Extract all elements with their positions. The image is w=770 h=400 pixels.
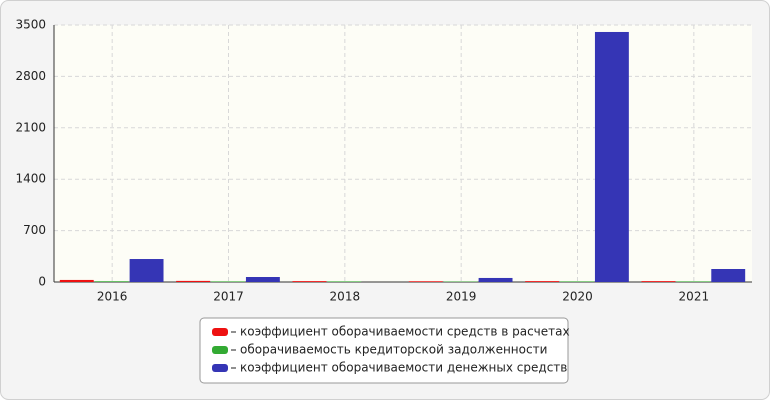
bar <box>676 281 711 282</box>
bar <box>327 281 362 282</box>
legend-label: коэффициент оборачиваемости денежных сре… <box>240 361 567 375</box>
bar <box>641 281 676 282</box>
bar <box>211 281 245 282</box>
bar <box>711 269 746 282</box>
bar <box>59 279 94 282</box>
y-tick-label: 700 <box>23 223 46 237</box>
bar <box>478 277 513 282</box>
legend-label: коэффициент оборачиваемости средств в ра… <box>240 325 570 339</box>
legend-swatch <box>212 364 228 372</box>
x-tick-label: 2016 <box>97 290 128 304</box>
plot-area <box>54 25 752 282</box>
bar <box>560 281 594 282</box>
y-tick-label: 0 <box>38 275 46 289</box>
bar <box>408 281 443 282</box>
legend-box <box>199 317 569 384</box>
bar <box>245 277 280 282</box>
y-tick-label: 2100 <box>15 120 46 134</box>
y-tick-label: 2800 <box>15 69 46 83</box>
legend-label: оборачиваемость кредиторской задолженнос… <box>240 343 547 357</box>
bar <box>525 281 560 282</box>
bar <box>292 281 327 282</box>
bar <box>176 280 211 282</box>
y-tick-label: 3500 <box>15 18 46 32</box>
x-tick-label: 2019 <box>446 290 477 304</box>
y-tick-label: 1400 <box>15 172 46 186</box>
bar <box>129 259 164 282</box>
x-tick-label: 2020 <box>562 290 593 304</box>
bar <box>94 281 129 282</box>
bar <box>594 31 629 283</box>
legend-swatch <box>212 346 228 354</box>
x-tick-label: 2021 <box>679 290 710 304</box>
x-tick-label: 2017 <box>213 290 244 304</box>
legend-swatch <box>212 328 228 336</box>
x-tick-label: 2018 <box>330 290 361 304</box>
